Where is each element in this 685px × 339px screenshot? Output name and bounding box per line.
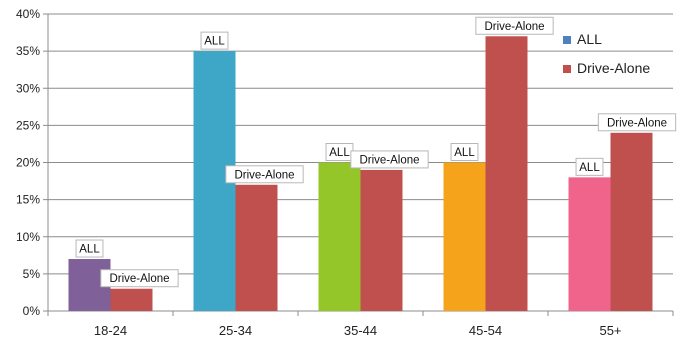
data-label-drive-alone-box [475,16,554,35]
y-tick-label: 40% [16,7,40,21]
data-label-drive-alone-box [100,269,179,288]
bars [68,36,653,312]
y-tick-label: 20% [16,156,40,170]
data-label-all: ALL [579,162,600,174]
bar-drive-alone [485,36,528,312]
y-tick-label: 30% [16,81,40,95]
x-tick-label: 35-44 [344,323,377,338]
legend-swatch-all [563,36,571,44]
data-label-all-box [75,239,104,258]
data-label-drive-alone: Drive-Alone [359,154,419,166]
data-label-all-box [575,157,604,176]
data-label-drive-alone: Drive-Alone [109,273,169,285]
bar-all [568,177,611,311]
data-label-drive-alone-box [597,113,677,132]
y-tick-label: 5% [23,267,41,281]
data-label-all: ALL [79,244,100,256]
data-label-all-box [450,143,479,161]
data-label-drive-alone-box [350,150,429,169]
y-tick-label: 0% [23,304,41,318]
legend-swatch-drive-alone [563,65,571,73]
y-tick-label: 10% [16,230,40,244]
y-tick-label: 25% [16,118,40,132]
data-label-drive-alone-box [225,165,304,184]
x-tick-label: 45-54 [469,323,502,338]
x-tick-label: 25-34 [219,323,252,338]
data-label-all: ALL [329,147,350,159]
bar-drive-alone [235,184,278,311]
bar-drive-alone [360,169,403,311]
data-labels: ALL Drive-Alone ALL Drive-Alone ALL Drive-Alo… [75,16,677,288]
legend: ALL Drive-Alone [563,31,650,76]
bar-drive-alone [610,132,653,311]
data-label-all-box [200,31,229,50]
legend-label-drive-alone: Drive-Alone [577,60,650,76]
bar-all [318,162,361,311]
x-tick-label: 18-24 [94,323,127,338]
data-label-drive-alone: Drive-Alone [607,117,667,129]
y-tick-label: 15% [16,193,40,207]
x-tick-label: 55+ [599,323,621,338]
data-label-drive-alone: Drive-Alone [234,169,294,181]
bar-drive-alone [110,288,153,311]
bar-all [443,162,486,311]
legend-label-all: ALL [577,31,602,47]
data-label-drive-alone: Drive-Alone [484,21,544,33]
y-tick-label: 35% [16,44,40,58]
data-label-all: ALL [204,36,225,48]
data-label-all: ALL [454,147,475,159]
